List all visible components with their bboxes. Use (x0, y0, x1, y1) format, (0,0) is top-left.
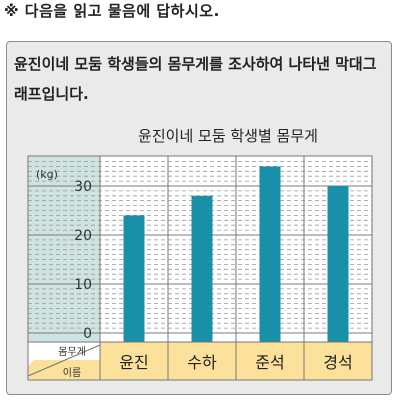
bar (191, 195, 213, 342)
corner-top (28, 342, 100, 360)
x-tick-label: 수하 (187, 353, 217, 372)
x-tick-label: 준석 (255, 353, 284, 372)
y-unit-label: (kg) (36, 168, 58, 181)
frame-outer (27, 155, 373, 381)
y-tick-label: 10 (74, 277, 92, 293)
x-tick-labels: 윤진 수하 준석 경석 (119, 353, 352, 372)
x-axis-title: 이름 (63, 367, 81, 379)
y-axis-panel (28, 156, 100, 342)
chart-frame (27, 155, 373, 381)
corner-bottom (28, 360, 100, 380)
y-tick-label: 0 (83, 326, 92, 342)
bar (327, 186, 349, 342)
bar (259, 166, 281, 342)
instruction-text: ※ 다음을 읽고 물음에 답하시오. (4, 2, 220, 20)
bar (123, 215, 145, 342)
problem-text: 윤진이네 모둠 학생들의 몸무게를 조사하여 나타낸 막대그래프입니다. (14, 55, 377, 103)
y-tick-label: 30 (74, 179, 92, 195)
x-tick-label: 경석 (323, 353, 352, 372)
chart-title: 윤진이네 모둠 학생별 몸무게 (138, 127, 318, 145)
corner-diagonal (27, 344, 101, 377)
y-tick-labels: 0 10 20 30 (74, 179, 92, 342)
y-axis-title: 몸무게 (58, 346, 86, 358)
x-tick-label: 윤진 (119, 353, 148, 372)
y-tick-label: 20 (74, 228, 92, 244)
bars (123, 166, 349, 342)
